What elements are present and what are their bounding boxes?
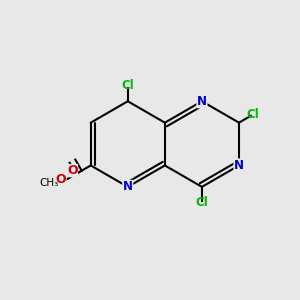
Text: O: O [67, 164, 78, 177]
Text: O: O [56, 173, 66, 186]
Text: Cl: Cl [122, 79, 134, 92]
Text: N: N [234, 159, 244, 172]
Text: N: N [197, 95, 207, 108]
Text: Cl: Cl [246, 108, 259, 121]
Text: Cl: Cl [196, 196, 208, 209]
Text: CH₃: CH₃ [39, 178, 58, 188]
Text: N: N [123, 180, 133, 194]
